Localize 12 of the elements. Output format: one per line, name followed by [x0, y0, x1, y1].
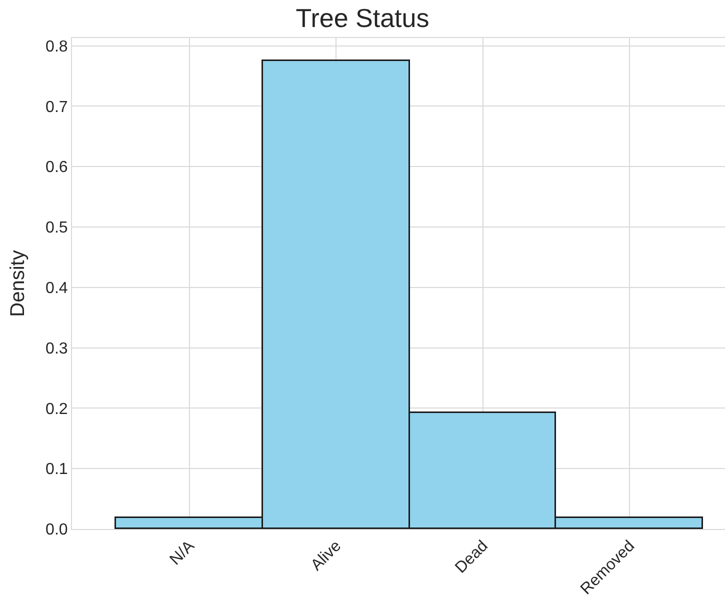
y-tick-label: 0.6 [46, 159, 68, 176]
chart-title: Tree Status [296, 3, 430, 34]
y-tick-label: 0.8 [46, 38, 68, 56]
y-tick-label: 0.4 [46, 280, 68, 298]
y-tick-label: 0.2 [46, 400, 68, 418]
y-tick-label: 0.7 [46, 98, 68, 116]
y-tick-label: 0.3 [46, 340, 68, 358]
y-tick-label: 0.0 [46, 522, 68, 539]
y-tick-label: 0.5 [46, 220, 68, 237]
y-tick-label: 0.1 [46, 461, 68, 478]
x-tick-label: N/A [166, 537, 198, 569]
y-axis-title: Density [7, 250, 30, 317]
